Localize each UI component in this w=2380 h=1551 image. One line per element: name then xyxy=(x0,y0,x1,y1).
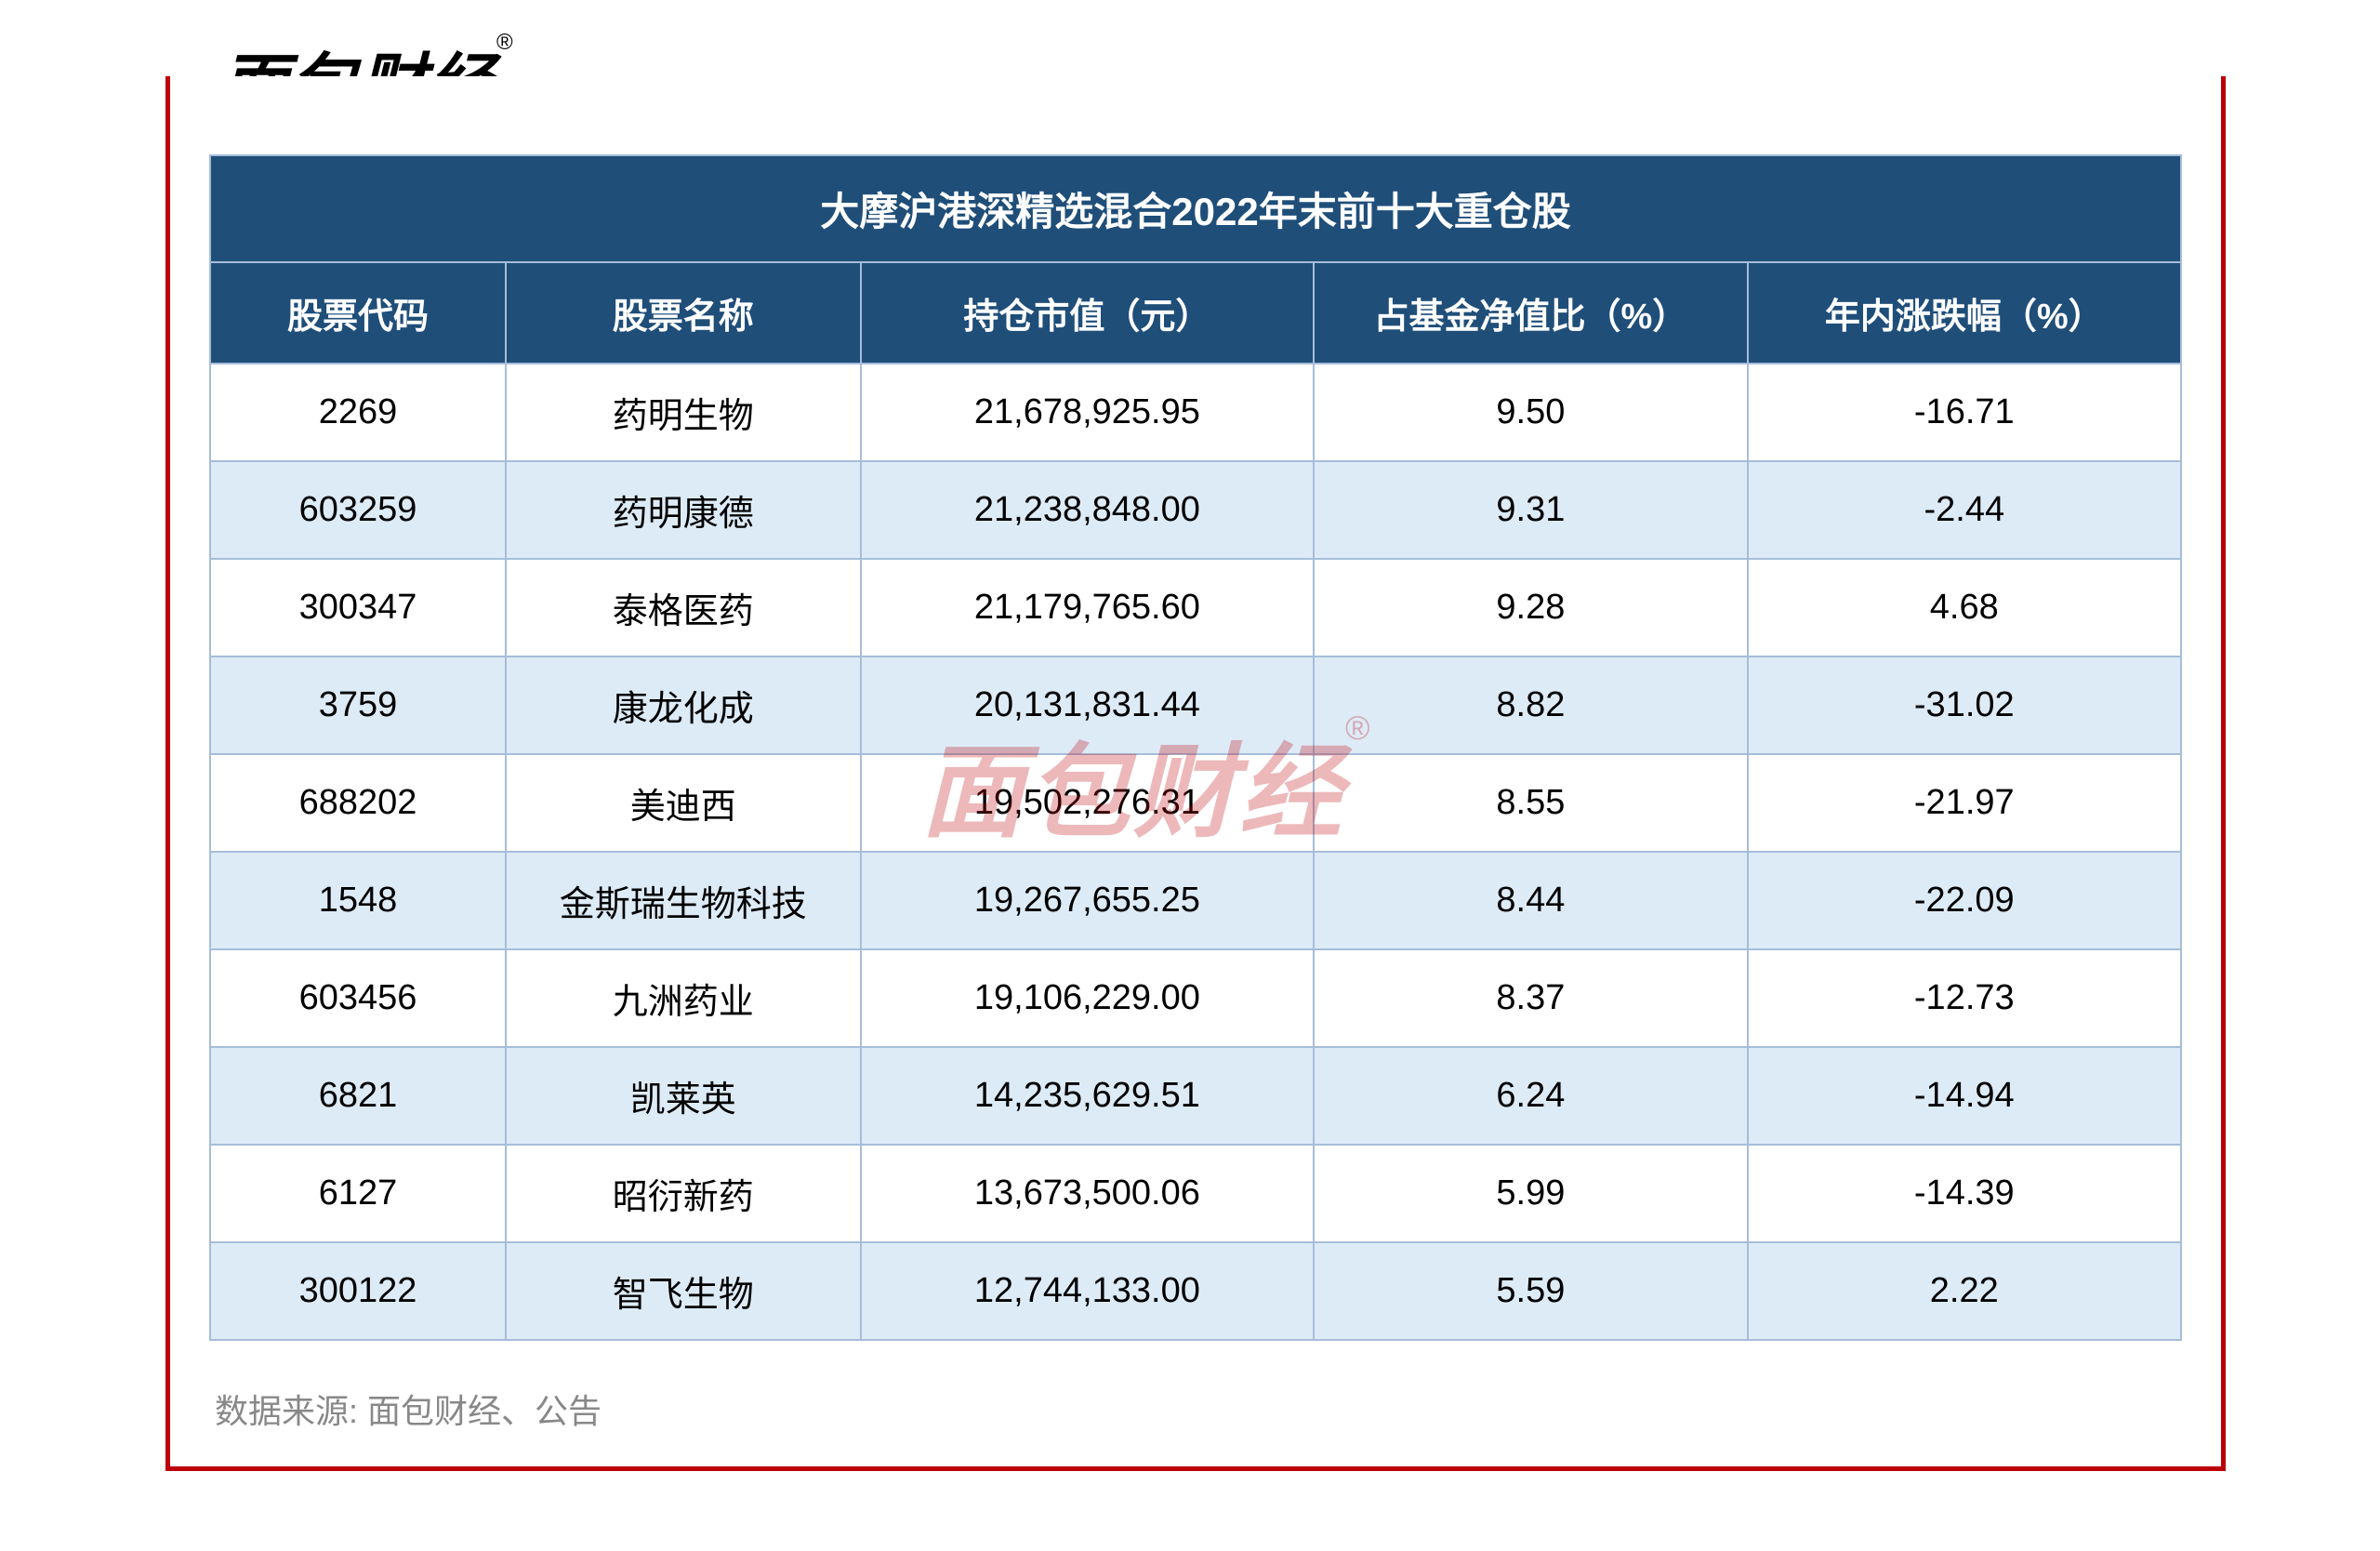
cell-value: 14,235,629.51 xyxy=(861,1047,1315,1145)
cell-name: 昭衍新药 xyxy=(506,1145,861,1242)
cell-code: 300122 xyxy=(210,1242,506,1340)
cell-pct: 9.28 xyxy=(1314,559,1747,656)
col-header-code: 股票代码 xyxy=(210,262,506,364)
cell-name: 九洲药业 xyxy=(506,949,861,1047)
cell-code: 6127 xyxy=(210,1145,506,1242)
table-row: 300122 智飞生物 12,744,133.00 5.59 2.22 xyxy=(210,1242,2181,1340)
cell-value: 19,106,229.00 xyxy=(861,949,1315,1047)
cell-name: 凯莱英 xyxy=(506,1047,861,1145)
cell-change: -14.94 xyxy=(1748,1047,2181,1145)
cell-value: 12,744,133.00 xyxy=(861,1242,1315,1340)
cell-name: 泰格医药 xyxy=(506,559,861,656)
cell-value: 21,678,925.95 xyxy=(861,364,1315,461)
outer-frame: 大摩沪港深精选混合2022年末前十大重仓股 股票代码 股票名称 持仓市值（元） … xyxy=(165,76,2226,1471)
cell-code: 1548 xyxy=(210,852,506,949)
cell-code: 3759 xyxy=(210,656,506,754)
cell-pct: 8.44 xyxy=(1314,852,1747,949)
cell-value: 21,238,848.00 xyxy=(861,461,1315,559)
cell-code: 688202 xyxy=(210,754,506,852)
table-row: 6821 凯莱英 14,235,629.51 6.24 -14.94 xyxy=(210,1047,2181,1145)
table-title-row: 大摩沪港深精选混合2022年末前十大重仓股 xyxy=(210,155,2181,262)
cell-pct: 5.59 xyxy=(1314,1242,1747,1340)
cell-code: 603456 xyxy=(210,949,506,1047)
col-header-change: 年内涨跌幅（%） xyxy=(1748,262,2181,364)
cell-name: 康龙化成 xyxy=(506,656,861,754)
cell-change: -21.97 xyxy=(1748,754,2181,852)
table-row: 6127 昭衍新药 13,673,500.06 5.99 -14.39 xyxy=(210,1145,2181,1242)
table-header-row: 股票代码 股票名称 持仓市值（元） 占基金净值比（%） 年内涨跌幅（%） xyxy=(210,262,2181,364)
table-row: 300347 泰格医药 21,179,765.60 9.28 4.68 xyxy=(210,559,2181,656)
table-row: 1548 金斯瑞生物科技 19,267,655.25 8.44 -22.09 xyxy=(210,852,2181,949)
table-row: 688202 美迪西 19,502,276.31 8.55 -21.97 xyxy=(210,754,2181,852)
table-row: 3759 康龙化成 20,131,831.44 8.82 -31.02 xyxy=(210,656,2181,754)
cell-name: 智飞生物 xyxy=(506,1242,861,1340)
col-header-pct: 占基金净值比（%） xyxy=(1314,262,1747,364)
cell-code: 603259 xyxy=(210,461,506,559)
cell-value: 20,131,831.44 xyxy=(861,656,1315,754)
cell-name: 金斯瑞生物科技 xyxy=(506,852,861,949)
table-row: 603259 药明康德 21,238,848.00 9.31 -2.44 xyxy=(210,461,2181,559)
cell-change: -12.73 xyxy=(1748,949,2181,1047)
holdings-table: 大摩沪港深精选混合2022年末前十大重仓股 股票代码 股票名称 持仓市值（元） … xyxy=(209,154,2182,1341)
cell-pct: 8.82 xyxy=(1314,656,1747,754)
cell-change: 2.22 xyxy=(1748,1242,2181,1340)
table-wrapper: 大摩沪港深精选混合2022年末前十大重仓股 股票代码 股票名称 持仓市值（元） … xyxy=(209,154,2182,1341)
cell-name: 美迪西 xyxy=(506,754,861,852)
cell-change: -22.09 xyxy=(1748,852,2181,949)
cell-code: 300347 xyxy=(210,559,506,656)
col-header-name: 股票名称 xyxy=(506,262,861,364)
cell-value: 13,673,500.06 xyxy=(861,1145,1315,1242)
cell-pct: 6.24 xyxy=(1314,1047,1747,1145)
cell-pct: 8.37 xyxy=(1314,949,1747,1047)
cell-name: 药明生物 xyxy=(506,364,861,461)
cell-value: 19,267,655.25 xyxy=(861,852,1315,949)
table-row: 603456 九洲药业 19,106,229.00 8.37 -12.73 xyxy=(210,949,2181,1047)
cell-name: 药明康德 xyxy=(506,461,861,559)
cell-value: 19,502,276.31 xyxy=(861,754,1315,852)
cell-pct: 5.99 xyxy=(1314,1145,1747,1242)
cell-value: 21,179,765.60 xyxy=(861,559,1315,656)
cell-change: -14.39 xyxy=(1748,1145,2181,1242)
cell-pct: 8.55 xyxy=(1314,754,1747,852)
col-header-value: 持仓市值（元） xyxy=(861,262,1315,364)
cell-pct: 9.50 xyxy=(1314,364,1747,461)
cell-code: 2269 xyxy=(210,364,506,461)
logo-reg-mark: ® xyxy=(496,30,515,55)
cell-code: 6821 xyxy=(210,1047,506,1145)
cell-change: -16.71 xyxy=(1748,364,2181,461)
cell-change: -31.02 xyxy=(1748,656,2181,754)
table-row: 2269 药明生物 21,678,925.95 9.50 -16.71 xyxy=(210,364,2181,461)
cell-pct: 9.31 xyxy=(1314,461,1747,559)
table-title: 大摩沪港深精选混合2022年末前十大重仓股 xyxy=(210,155,2181,262)
cell-change: 4.68 xyxy=(1748,559,2181,656)
source-note: 数据来源: 面包财经、公告 xyxy=(215,1385,602,1433)
cell-change: -2.44 xyxy=(1748,461,2181,559)
